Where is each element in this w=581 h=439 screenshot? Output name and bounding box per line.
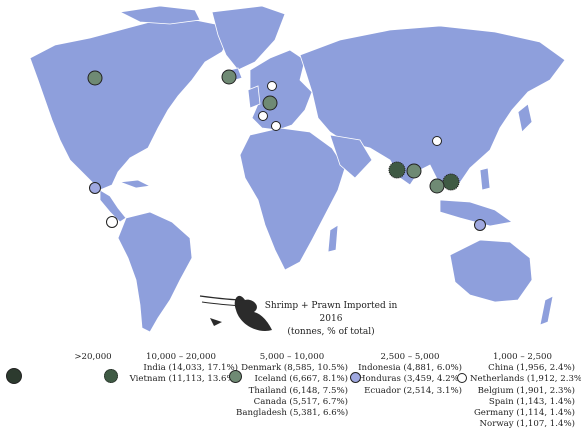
marker-honduras	[89, 182, 101, 194]
marker-belgium	[271, 121, 281, 131]
caribbean	[119, 179, 152, 189]
legend-item-netherlands: Netherlands (1,912, 2.3%)	[470, 374, 581, 385]
australia	[449, 239, 533, 303]
legend-swatch-5	[457, 373, 467, 383]
legend-item-ecuador: Ecuador (2,514, 3.1%)	[364, 385, 462, 396]
legend-item-vietnam: Vietnam (11,113, 13.6%)	[129, 374, 238, 385]
marker-netherlands	[258, 111, 268, 121]
new-zealand	[539, 295, 554, 326]
shrimp-icon	[199, 295, 272, 331]
legend-item-indonesia: Indonesia (4,881, 6.0%)	[358, 363, 462, 374]
legend: >20,000 10,000 – 20,000 India (14,033, 1…	[0, 352, 581, 439]
legend-item-canada: Canada (5,517, 6.7%)	[253, 396, 348, 407]
uk	[247, 85, 261, 109]
madagascar	[327, 224, 339, 253]
marker-china	[432, 136, 442, 146]
legend-swatch-1	[6, 368, 22, 384]
arabia	[329, 134, 373, 179]
marker-india	[388, 161, 406, 179]
legend-swatch-3	[229, 370, 242, 383]
legend-range-4: 2,500 – 5,000	[380, 352, 440, 362]
marker-indonesia	[474, 219, 486, 231]
legend-item-spain: Spain (1,143, 1.4%)	[488, 396, 575, 407]
legend-col-3: 5,000 – 10,000 Denmark (8,585, 10.5%) Ic…	[236, 352, 348, 419]
marker-iceland	[221, 69, 237, 85]
map-title-line1: Shrimp + Prawn Imported in 2016	[264, 301, 398, 324]
legend-range-2: 10,000 – 20,000	[146, 352, 216, 362]
legend-swatch-4	[350, 372, 361, 383]
marker-vietnam	[442, 173, 460, 191]
map-title: Shrimp + Prawn Imported in 2016 (tonnes,…	[256, 300, 406, 339]
marker-norway	[267, 81, 277, 91]
legend-col-2: 10,000 – 20,000 India (14,033, 17.1%) Vi…	[116, 352, 246, 386]
legend-swatch-2	[104, 369, 118, 383]
legend-col-1: >20,000	[64, 352, 122, 363]
japan	[517, 103, 533, 133]
north-america	[29, 17, 233, 191]
arctic-islands	[118, 5, 201, 25]
central-america	[99, 189, 127, 223]
marker-canada	[87, 70, 103, 86]
marker-bangladesh	[406, 163, 422, 179]
legend-range-5: 1,000 – 2,500	[493, 352, 552, 362]
legend-item-iceland: Iceland (6,667, 8.1%)	[254, 374, 348, 385]
world-map	[29, 5, 566, 333]
europe	[249, 49, 313, 131]
country-markers	[87, 69, 486, 231]
legend-item-germany: Germany (1,114, 1.4%)	[473, 408, 575, 419]
marker-thailand	[429, 178, 445, 194]
legend-range-3: 5,000 – 10,000	[259, 352, 325, 362]
legend-item-honduras: Honduras (3,459, 4.2%)	[358, 374, 463, 385]
legend-col-5: 1,000 – 2,500 China (1,956, 2.4%) Nether…	[470, 352, 581, 430]
indonesia	[439, 199, 514, 227]
marker-denmark	[262, 95, 278, 111]
legend-item-denmark: Denmark (8,585, 10.5%)	[241, 363, 348, 374]
legend-item-china: China (1,956, 2.4%)	[488, 363, 575, 374]
legend-item-bangladesh: Bangladesh (5,381, 6.6%)	[236, 408, 349, 419]
asia	[299, 25, 566, 191]
landmasses	[29, 5, 566, 333]
legend-item-thailand: Thailand (6,148, 7.5%)	[248, 385, 348, 396]
south-america	[117, 211, 193, 333]
legend-item-norway: Norway (1,107, 1.4%)	[479, 419, 575, 430]
africa	[239, 127, 346, 271]
legend-col-4: 2,500 – 5,000 Indonesia (4,881, 6.0%) Ho…	[358, 352, 462, 397]
legend-item-belgium: Belgium (1,901, 2.3%)	[477, 385, 575, 396]
greenland	[211, 5, 286, 71]
philippines	[479, 167, 491, 191]
legend-range-1: >20,000	[74, 352, 112, 362]
map-title-line2: (tonnes, % of total)	[287, 327, 375, 337]
legend-item-india: India (14,033, 17.1%)	[143, 363, 238, 374]
marker-ecuador	[106, 216, 118, 228]
